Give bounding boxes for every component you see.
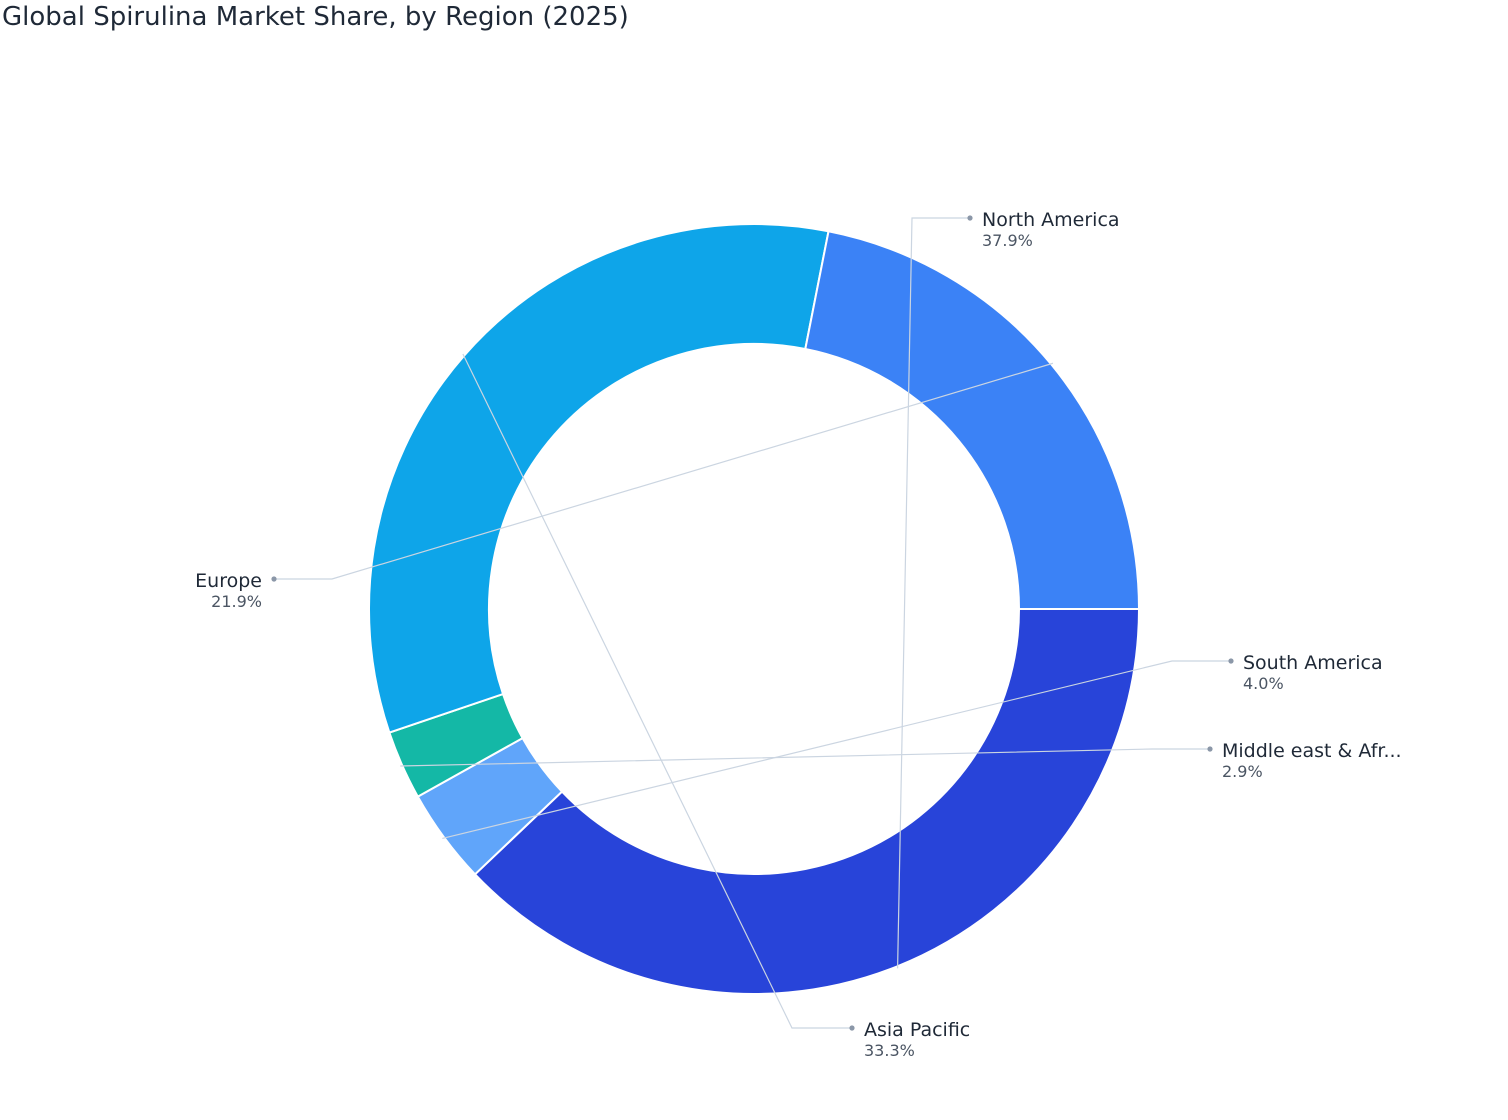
leader-dot: [1207, 746, 1213, 752]
leader-line: [442, 660, 1231, 840]
leader-dot: [1228, 658, 1234, 664]
leader-line: [896, 217, 970, 969]
slice-label-name: Europe: [195, 570, 262, 592]
slice-label-value: 37.9%: [982, 231, 1033, 250]
leader-line: [400, 748, 1210, 767]
leader-dot: [849, 1025, 855, 1031]
slice-label-value: 33.3%: [864, 1041, 915, 1060]
slice-north-america[interactable]: [473, 608, 1141, 995]
leader-dot: [271, 576, 277, 582]
slice-label-name: South America: [1243, 652, 1383, 674]
leader-line: [274, 362, 1054, 580]
slice-label-value: 21.9%: [211, 592, 262, 611]
slice-label-value: 4.0%: [1243, 674, 1284, 693]
slice-label-name: Asia Pacific: [864, 1019, 970, 1041]
slice-label-value: 2.9%: [1222, 762, 1263, 781]
leader-lines: [271, 215, 1234, 1031]
chart-title: Global Spirulina Market Share, by Region…: [2, 2, 629, 32]
leader-line: [462, 353, 852, 1029]
donut-slices: [368, 223, 1141, 995]
leader-dot: [967, 215, 973, 221]
slice-asia-pacific[interactable]: [368, 223, 830, 734]
slice-label-name: Middle east & Afr...: [1222, 740, 1402, 762]
slice-label-name: North America: [982, 209, 1120, 231]
slice-europe[interactable]: [804, 230, 1141, 610]
